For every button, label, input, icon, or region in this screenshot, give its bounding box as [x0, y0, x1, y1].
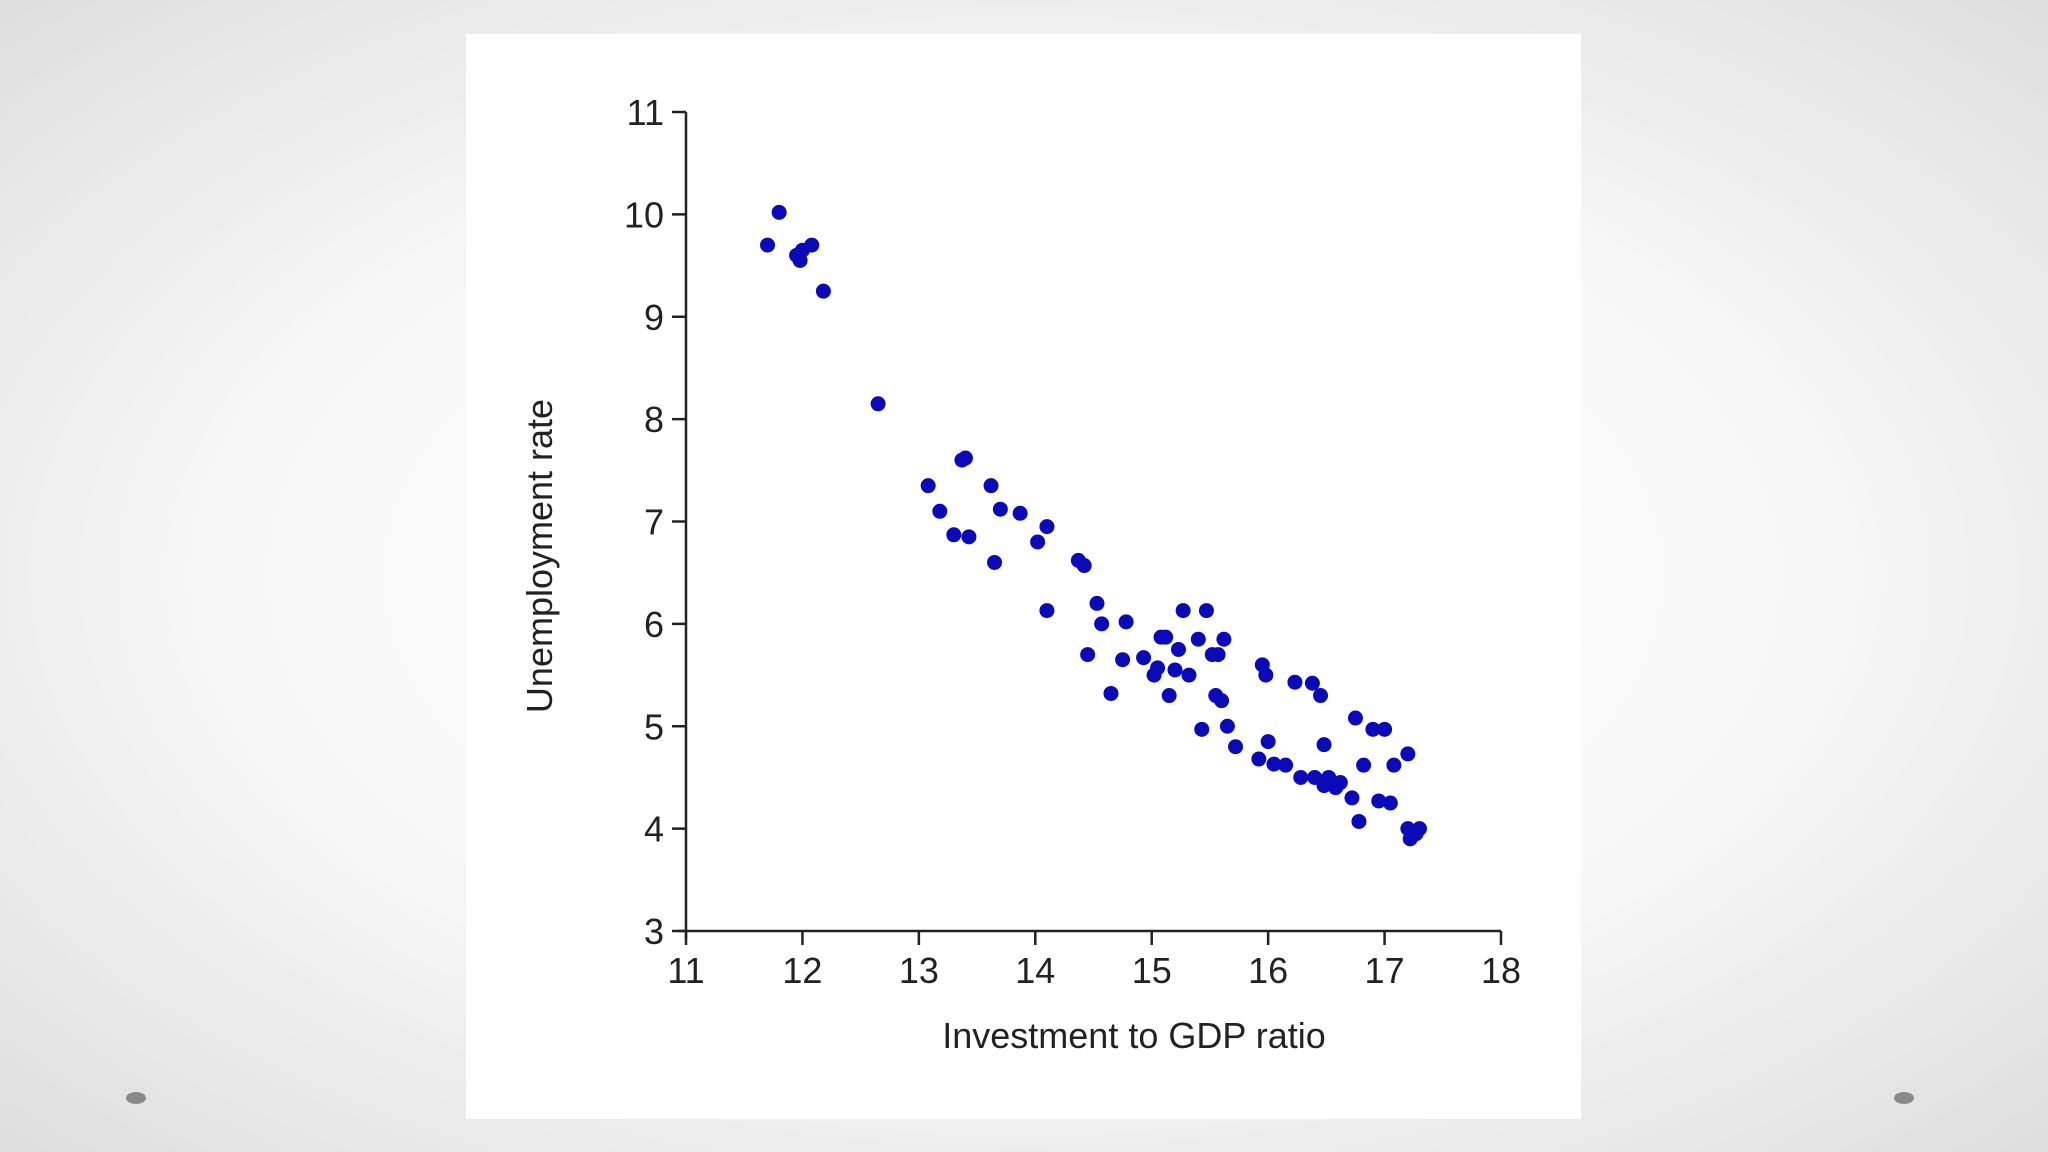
data-point	[957, 450, 973, 466]
data-point	[1278, 757, 1294, 773]
data-point	[1118, 614, 1134, 630]
data-point	[1356, 757, 1372, 773]
x-tick-label: 17	[1365, 950, 1405, 991]
data-point	[870, 396, 886, 412]
data-point	[1344, 790, 1360, 806]
data-point	[983, 478, 999, 494]
chart-panel: 3 4 5 6 7 8 9 10 11 11 12 13 14 15 16 17 18 Investment t…	[466, 34, 1581, 1119]
data-point	[1313, 688, 1329, 704]
y-tick-label: 3	[644, 911, 664, 952]
data-point	[1030, 534, 1046, 550]
data-point	[1228, 739, 1244, 755]
data-point	[1371, 793, 1387, 809]
data-point	[1210, 647, 1226, 663]
data-point	[1258, 667, 1274, 683]
data-point	[1115, 652, 1131, 668]
data-point	[1039, 519, 1055, 535]
y-tick-label: 7	[644, 502, 664, 543]
data-point	[992, 501, 1008, 517]
axes: 3 4 5 6 7 8 9 10 11 11 12 13 14 15 16 17 18	[624, 92, 1521, 991]
data-point	[1214, 693, 1230, 709]
x-tick-label: 16	[1248, 950, 1288, 991]
x-tick-label: 12	[782, 950, 822, 991]
data-point	[961, 529, 977, 545]
data-point	[1219, 718, 1235, 734]
data-point	[1351, 813, 1367, 829]
data-point	[804, 237, 820, 253]
data-point	[1194, 721, 1210, 737]
data-point	[1347, 710, 1363, 726]
data-point	[1377, 721, 1393, 737]
data-point	[1412, 821, 1427, 837]
data-point	[1293, 769, 1309, 785]
data-point	[1080, 647, 1096, 663]
y-axis-title: Unemployment rate	[519, 399, 560, 713]
data-point	[1332, 775, 1348, 791]
slide-nav-dot-left	[126, 1092, 146, 1104]
data-point	[1260, 734, 1276, 750]
data-point	[1251, 751, 1267, 767]
data-point	[1170, 641, 1186, 657]
data-point	[815, 283, 831, 299]
y-tick-label: 9	[644, 297, 664, 338]
data-point	[1103, 685, 1119, 701]
data-point	[1012, 505, 1028, 521]
data-point	[1136, 650, 1152, 666]
y-tick-label: 8	[644, 399, 664, 440]
data-point	[1076, 558, 1092, 574]
data-point	[1386, 757, 1402, 773]
data-point	[1316, 737, 1332, 753]
data-point	[987, 554, 1003, 570]
data-point	[1158, 629, 1174, 645]
y-tick-label: 4	[644, 809, 664, 850]
x-axis-title: Investment to GDP ratio	[942, 1015, 1326, 1056]
data-point	[1382, 795, 1398, 811]
x-tick-label: 14	[1015, 950, 1055, 991]
data-point	[1167, 662, 1183, 678]
x-tick-label: 13	[899, 950, 939, 991]
y-tick-label: 5	[644, 706, 664, 747]
data-point	[1266, 756, 1282, 772]
data-point	[1365, 721, 1381, 737]
y-tick-label: 11	[627, 92, 664, 133]
scatter-chart: 3 4 5 6 7 8 9 10 11 11 12 13 14 15 16 17 18 Investment t…	[519, 92, 1521, 1056]
slide-nav-dot-right	[1894, 1092, 1914, 1104]
data-point	[1287, 674, 1303, 690]
y-tick-label: 10	[624, 194, 664, 235]
data-point	[1400, 746, 1416, 762]
data-point	[1181, 667, 1197, 683]
x-tick-label: 11	[667, 950, 704, 991]
data-point	[1304, 675, 1320, 691]
data-point	[1161, 688, 1177, 704]
data-point	[771, 204, 787, 220]
x-tick-label: 18	[1481, 950, 1521, 991]
y-tick-label: 6	[644, 604, 664, 645]
data-point	[1175, 603, 1191, 619]
data-point	[760, 237, 775, 253]
data-point	[1039, 603, 1055, 619]
data-point	[1216, 631, 1232, 647]
data-point	[1198, 603, 1214, 619]
data-point	[946, 527, 962, 543]
data-point	[1150, 660, 1166, 676]
data-point	[1089, 595, 1105, 611]
data-point	[932, 503, 948, 519]
data-point	[920, 478, 936, 494]
data-point	[1094, 616, 1110, 632]
data-point	[1190, 631, 1206, 647]
data-points	[760, 204, 1427, 847]
x-tick-label: 15	[1132, 950, 1172, 991]
